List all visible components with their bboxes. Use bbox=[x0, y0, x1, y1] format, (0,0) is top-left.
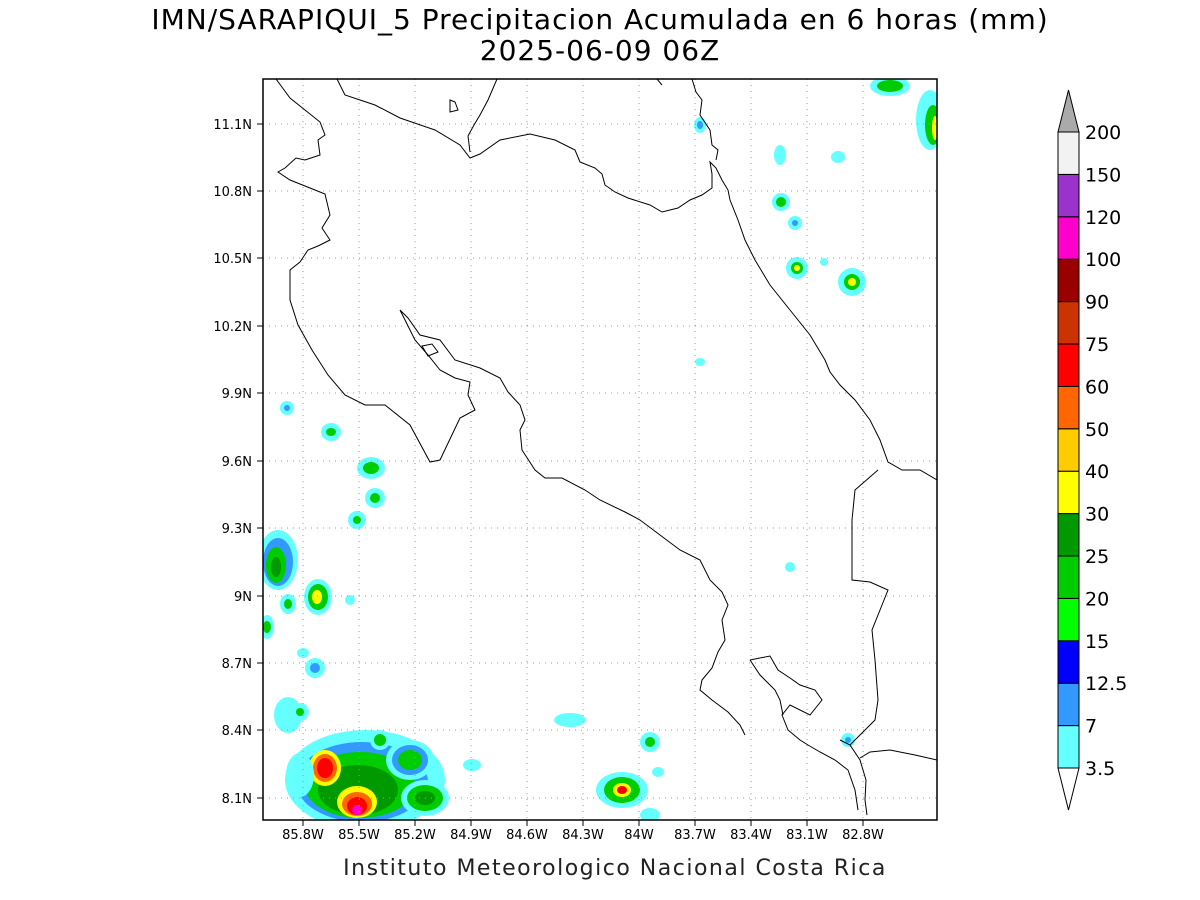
colorbar-swatch bbox=[1057, 428, 1080, 472]
lat-tick-label: 9N bbox=[234, 590, 252, 605]
colorbar-low-arrow bbox=[1057, 767, 1080, 811]
colorbar-level-label: 90 bbox=[1085, 292, 1109, 314]
colorbar-swatch bbox=[1057, 555, 1080, 599]
colorbar-level-label: 50 bbox=[1085, 419, 1109, 441]
rain-cell bbox=[463, 713, 664, 820]
colorbar-level-label: 7 bbox=[1085, 716, 1097, 738]
lon-tick-label: 84W bbox=[624, 828, 654, 843]
lat-tick-label: 10.8N bbox=[213, 185, 252, 200]
coastline-borders bbox=[275, 79, 937, 816]
colorbar-swatch bbox=[1057, 173, 1080, 218]
rain-cell bbox=[386, 740, 434, 780]
lon-tick-label: 84.6W bbox=[506, 828, 548, 843]
lon-tick-label: 83.7W bbox=[674, 828, 716, 843]
colorbar-legend: 3.5 7 12.5 15 20 25 30 40 50 60 75 90 100 120 150 200 bbox=[1057, 89, 1127, 811]
latitude-labels: 11.1N 10.8N 10.5N 10.2N 9.9N 9.6N 9.3N 9… bbox=[213, 118, 252, 807]
colorbar-level-label: 20 bbox=[1085, 588, 1109, 610]
map-gridlines bbox=[263, 79, 937, 820]
footer-credit: Instituto Meteorologico Nacional Costa R… bbox=[343, 856, 887, 881]
colorbar-swatch bbox=[1057, 640, 1080, 684]
lat-tick-label: 11.1N bbox=[213, 118, 252, 133]
lon-tick-label: 85.8W bbox=[282, 828, 324, 843]
lon-tick-label: 85.2W bbox=[394, 828, 436, 843]
precipitation-field bbox=[263, 79, 937, 820]
colorbar-swatch bbox=[1057, 343, 1080, 387]
lat-tick-label: 9.3N bbox=[222, 522, 252, 537]
colorbar-swatch bbox=[1057, 597, 1080, 642]
lat-tick-label: 8.4N bbox=[222, 724, 252, 739]
rain-cell bbox=[274, 697, 390, 797]
rain-cell bbox=[304, 579, 332, 615]
map-title: IMN/SARAPIQUI_5 Precipitacion Acumulada … bbox=[151, 3, 1049, 36]
lat-tick-label: 8.7N bbox=[222, 657, 252, 672]
colorbar-level-label: 40 bbox=[1085, 461, 1109, 483]
colorbar-swatch bbox=[1057, 682, 1080, 727]
map-frame bbox=[262, 78, 938, 821]
colorbar-level-label: 3.5 bbox=[1085, 758, 1115, 780]
lon-tick-label: 82.8W bbox=[842, 828, 884, 843]
colorbar-swatch bbox=[1057, 301, 1080, 345]
colorbar-level-label: 200 bbox=[1085, 122, 1121, 144]
lon-tick-label: 84.3W bbox=[562, 828, 604, 843]
colorbar-level-label: 60 bbox=[1085, 376, 1109, 398]
lat-tick-label: 10.2N bbox=[213, 320, 252, 335]
map-subtitle-date: 2025-06-09 06Z bbox=[479, 34, 721, 67]
colorbar-swatch bbox=[1057, 258, 1080, 303]
colorbar-level-label: 30 bbox=[1085, 504, 1109, 526]
axis-ticks bbox=[257, 123, 864, 826]
colorbar-level-label: 100 bbox=[1085, 249, 1121, 271]
lon-tick-label: 83.4W bbox=[730, 828, 772, 843]
colorbar-swatch bbox=[1057, 470, 1080, 515]
colorbar-high-arrow bbox=[1057, 89, 1080, 133]
colorbar-swatch bbox=[1057, 385, 1080, 430]
colorbar-swatch bbox=[1057, 725, 1080, 769]
longitude-labels: 85.8W 85.5W 85.2W 84.9W 84.6W 84.3W 84W … bbox=[282, 828, 884, 843]
rain-cell bbox=[280, 401, 385, 529]
rain-cell bbox=[263, 530, 298, 590]
colorbar-level-label: 150 bbox=[1085, 164, 1121, 186]
colorbar-swatch bbox=[1057, 216, 1080, 260]
lat-tick-label: 9.6N bbox=[222, 455, 252, 470]
colorbar-level-label: 12.5 bbox=[1085, 673, 1127, 695]
rain-cell bbox=[263, 594, 355, 721]
lat-tick-label: 9.9N bbox=[222, 387, 252, 402]
lon-tick-label: 83.1W bbox=[786, 828, 828, 843]
lat-tick-label: 10.5N bbox=[213, 252, 252, 267]
lon-tick-label: 84.9W bbox=[450, 828, 492, 843]
colorbar-level-label: 25 bbox=[1085, 546, 1109, 568]
colorbar-level-label: 120 bbox=[1085, 207, 1121, 229]
colorbar-swatch bbox=[1057, 513, 1080, 557]
lon-tick-label: 85.5W bbox=[338, 828, 380, 843]
lat-tick-label: 8.1N bbox=[222, 792, 252, 807]
colorbar-swatch bbox=[1057, 131, 1080, 175]
rain-cell bbox=[694, 79, 937, 747]
colorbar-level-label: 75 bbox=[1085, 334, 1109, 356]
colorbar-level-label: 15 bbox=[1085, 631, 1109, 653]
